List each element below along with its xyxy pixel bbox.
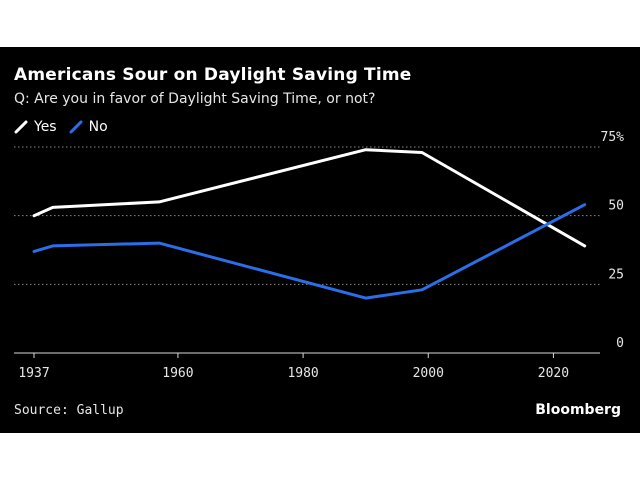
legend: Yes No <box>14 119 114 135</box>
legend-swatch-no <box>69 120 83 134</box>
series-line-no <box>32 203 587 300</box>
x-tick-label-1937: 1937 <box>18 366 49 381</box>
chart-card: Americans Sour on Daylight Saving Time Q… <box>0 47 640 433</box>
legend-label-no: No <box>88 119 108 135</box>
chart-title: Americans Sour on Daylight Saving Time <box>14 65 412 85</box>
series-line-yes <box>32 148 587 248</box>
legend-swatch-yes <box>14 120 28 134</box>
line-chart: 0 25 50 75% 1937 1960 1980 2000 2020 <box>14 130 625 381</box>
legend-item-yes: Yes <box>14 119 57 135</box>
brand-logo: Bloomberg <box>535 402 621 418</box>
x-tick-label-2020: 2020 <box>538 366 569 381</box>
y-tick-label-25: 25 <box>608 267 624 282</box>
x-tick-label-1980: 1980 <box>287 366 318 381</box>
x-tick-label-2000: 2000 <box>413 366 444 381</box>
source-note: Source: Gallup <box>14 403 124 418</box>
legend-label-yes: Yes <box>34 119 57 135</box>
chart-subtitle: Q: Are you in favor of Daylight Saving T… <box>14 91 376 107</box>
y-tick-label-75: 75% <box>601 130 625 145</box>
y-tick-label-50: 50 <box>608 199 624 214</box>
legend-item-no: No <box>69 119 108 135</box>
y-tick-label-0: 0 <box>616 336 624 351</box>
x-tick-label-1960: 1960 <box>162 366 193 381</box>
